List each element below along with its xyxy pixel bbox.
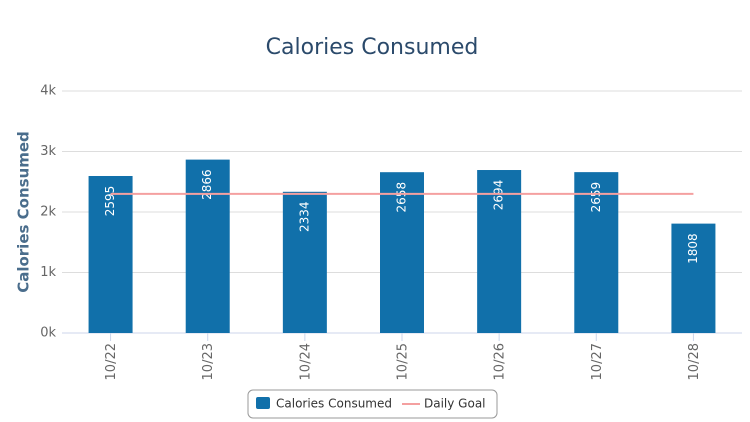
legend-box bbox=[247, 389, 498, 419]
y-tick-label: 4k bbox=[40, 84, 56, 99]
x-tick-label: 10/24 bbox=[298, 343, 313, 380]
data-label: 2658 bbox=[395, 182, 409, 213]
y-tick-label: 2k bbox=[40, 205, 56, 220]
x-tick-label: 10/28 bbox=[687, 343, 702, 380]
data-label: 2866 bbox=[200, 169, 214, 200]
x-tick-label: 10/27 bbox=[590, 343, 605, 380]
x-tick-label: 10/22 bbox=[104, 343, 119, 380]
bar bbox=[574, 172, 619, 333]
bar bbox=[671, 223, 716, 333]
x-tick-label: 10/23 bbox=[201, 343, 216, 380]
y-axis-title: Calories Consumed bbox=[15, 131, 33, 293]
bar bbox=[282, 191, 327, 333]
bar bbox=[185, 159, 230, 333]
bar bbox=[88, 176, 133, 333]
y-tick-label: 1k bbox=[40, 265, 56, 280]
x-tick-label: 10/26 bbox=[493, 343, 508, 380]
data-label: 2659 bbox=[589, 182, 603, 213]
chart-title: Calories Consumed bbox=[266, 35, 479, 60]
y-tick-label: 0k bbox=[40, 326, 56, 341]
bar bbox=[477, 170, 522, 333]
legend-label: Daily Goal bbox=[424, 397, 486, 411]
y-tick-label: 3k bbox=[40, 144, 56, 159]
x-tick-label: 10/25 bbox=[396, 343, 411, 380]
legend-label: Calories Consumed bbox=[276, 397, 392, 411]
data-label: 2595 bbox=[103, 186, 117, 217]
bar bbox=[380, 172, 424, 333]
data-label: 1808 bbox=[686, 233, 700, 264]
data-label: 2334 bbox=[297, 202, 311, 233]
data-label: 2694 bbox=[492, 180, 506, 211]
legend-swatch bbox=[256, 397, 270, 409]
